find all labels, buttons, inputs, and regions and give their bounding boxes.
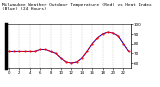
Text: Milwaukee Weather Outdoor Temperature (Red) vs Heat Index (Blue) (24 Hours): Milwaukee Weather Outdoor Temperature (R… <box>2 3 151 11</box>
